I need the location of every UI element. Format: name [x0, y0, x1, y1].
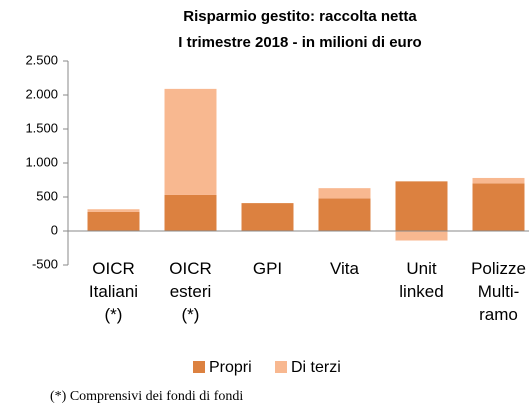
x-tick-label: Vita [330, 259, 360, 278]
chart-subtitle: I trimestre 2018 - in milioni di euro [178, 34, 421, 51]
bar [87, 209, 140, 212]
bar [87, 211, 140, 231]
bar [395, 231, 448, 241]
x-tick-label: GPI [253, 259, 282, 278]
legend-swatch [193, 361, 205, 373]
bar [472, 177, 525, 184]
y-tick-label: 1.500 [25, 120, 58, 135]
bar [472, 183, 525, 231]
chart-title: Risparmio gestito: raccolta netta [183, 8, 417, 25]
y-tick-label: 2.500 [25, 52, 58, 67]
legend-label: Propri [209, 359, 252, 376]
bar [318, 188, 371, 199]
bar [164, 194, 217, 231]
x-tick-label: Polizze Multi-ramo [471, 259, 526, 324]
y-tick-label: 1.000 [25, 154, 58, 169]
y-tick-label: 2.000 [25, 86, 58, 101]
x-tick-label: OICR esteri (*) [169, 259, 212, 324]
bar [241, 203, 294, 231]
x-tick-label: Unit linked [399, 259, 443, 301]
footnote: (*) Comprensivi dei fondi di fondi [50, 389, 243, 404]
y-tick-label: -500 [32, 256, 58, 271]
legend-label: Di terzi [291, 359, 341, 376]
bar [318, 198, 371, 231]
bar [395, 181, 448, 231]
y-tick-label: 0 [51, 222, 58, 237]
y-tick-label: 500 [36, 188, 58, 203]
bar [164, 88, 217, 195]
legend-swatch [275, 361, 287, 373]
x-tick-label: OICR Italiani (*) [89, 259, 138, 324]
